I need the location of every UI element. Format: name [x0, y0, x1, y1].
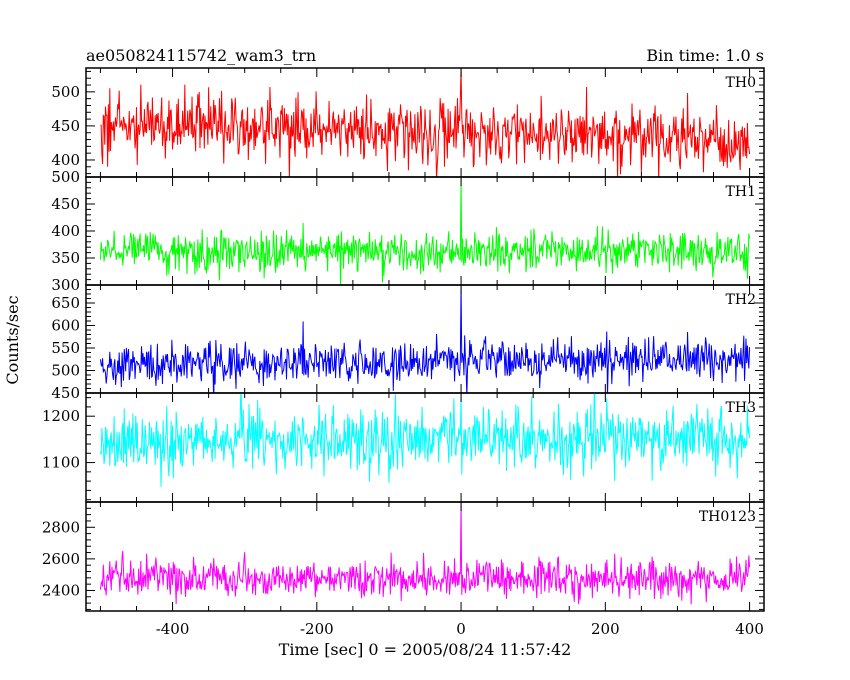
- x-axis-title: Time [sec] 0 = 2005/08/24 11:57:42: [279, 640, 572, 659]
- y-tick-label: 450: [51, 195, 80, 213]
- panel-label-th2: TH2: [726, 292, 756, 308]
- y-tick-label: 400: [51, 222, 80, 240]
- panel-label-th0123: TH0123: [699, 509, 756, 525]
- panel-label-th1: TH1: [726, 184, 756, 200]
- panel-frame: [85, 501, 765, 612]
- x-tick-label: 0: [456, 620, 466, 638]
- y-tick-label: 2800: [42, 518, 80, 536]
- x-tick-label: -200: [300, 620, 334, 638]
- y-tick-label: 300: [51, 276, 80, 294]
- x-tick-label: -400: [156, 620, 190, 638]
- series-line-th3: [99, 393, 751, 487]
- y-tick-label: 600: [51, 317, 80, 335]
- panel-th1: TH1 300 350 400 450 500: [51, 168, 765, 294]
- series-line-th0123: [99, 502, 751, 605]
- bin-time-label: Bin time: 1.0 s: [646, 46, 764, 65]
- y-tick-label: 450: [51, 117, 80, 135]
- y-tick-label: 350: [51, 249, 80, 267]
- y-tick-label: 400: [51, 151, 80, 169]
- y-tick-label: 650: [51, 294, 80, 312]
- y-tick-label: 550: [51, 339, 80, 357]
- panel-label-th0: TH0: [726, 75, 756, 91]
- x-axis: -400 -200 0 200 400: [156, 620, 764, 638]
- x-tick-label: 200: [591, 620, 620, 638]
- panels-group: TH0 400 450 500 TH1 300 350 400 450 500 TH2 450 500 5…: [42, 67, 765, 612]
- panel-th2: TH2 450 500 550 600 650: [51, 284, 765, 402]
- chart-title: ae050824115742_wam3_trn: [86, 46, 316, 65]
- series-line-th0: [100, 68, 751, 177]
- series-line-th2: [99, 285, 751, 393]
- y-tick-label: 500: [51, 362, 80, 380]
- panel-th3: TH3 1100 1200: [42, 392, 765, 503]
- series-line-th1: [99, 177, 751, 285]
- y-tick-label: 500: [51, 168, 80, 186]
- x-tick-label: 400: [735, 620, 764, 638]
- y-tick-label: 450: [51, 384, 80, 402]
- panel-frame: [85, 284, 765, 394]
- y-tick-label: 2600: [42, 550, 80, 568]
- panel-th0123: TH0123 2400 2600 2800: [42, 501, 765, 612]
- y-tick-label: 500: [51, 83, 80, 101]
- panel-label-th3: TH3: [726, 400, 756, 416]
- y-tick-label: 1100: [42, 454, 80, 472]
- y-tick-label: 1200: [42, 407, 80, 425]
- panel-th0: TH0 400 450 500: [51, 67, 765, 178]
- y-tick-label: 2400: [42, 581, 80, 599]
- y-axis-title: Counts/sec: [3, 295, 22, 384]
- panel-frame: [85, 176, 765, 286]
